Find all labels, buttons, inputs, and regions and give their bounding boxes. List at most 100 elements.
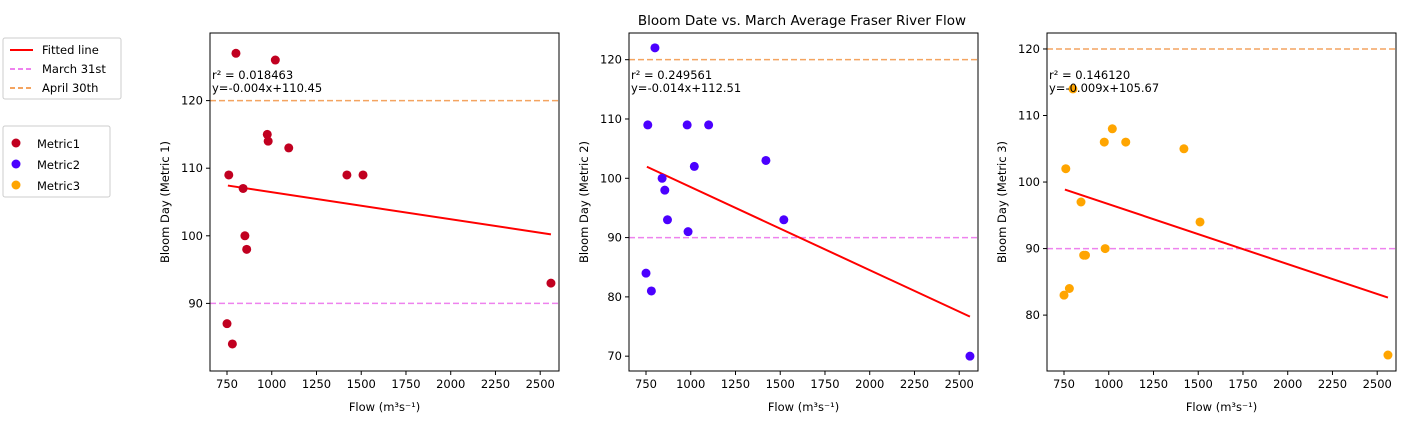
data-point xyxy=(761,155,771,165)
y-tick-label: 80 xyxy=(1025,308,1040,322)
data-point xyxy=(657,173,667,183)
x-tick-label: 750 xyxy=(635,377,657,391)
data-point xyxy=(224,170,234,180)
x-tick-label: 2000 xyxy=(1273,377,1302,391)
y-tick-label: 110 xyxy=(181,161,203,175)
legend-lines: Fitted line March 31st April 30th xyxy=(2,37,122,100)
data-point xyxy=(342,170,352,180)
subplot-1: 750 1000 1250 1500 1750 2000 2250 2500 90 100 110 1… xyxy=(158,32,560,414)
data-point xyxy=(683,227,693,237)
data-point xyxy=(641,268,651,278)
subplot-2: 750 1000 1250 1500 1750 2000 2250 2500 70 80 90 100… xyxy=(577,32,979,414)
data-point xyxy=(662,215,672,225)
data-point xyxy=(643,120,653,130)
y-tick-label: 110 xyxy=(600,112,622,126)
data-point xyxy=(779,215,789,225)
data-point xyxy=(222,319,232,329)
x-tick-label: 2000 xyxy=(855,377,884,391)
y-tick-label: 120 xyxy=(1018,42,1040,56)
data-point xyxy=(1080,250,1090,260)
y-tick-label: 80 xyxy=(607,290,622,304)
plot-frame xyxy=(628,32,979,372)
x-tick-label: 2000 xyxy=(436,377,465,391)
x-tick-label: 1000 xyxy=(1094,377,1123,391)
subplot-3: 750 1000 1250 1500 1750 2000 2250 2500 80 90 100 11… xyxy=(995,32,1397,414)
x-tick-label: 2250 xyxy=(1318,377,1347,391)
legend-line-label: Fitted line xyxy=(42,43,99,57)
regression-annotation: r² = 0.249561 xyxy=(631,68,712,82)
data-point xyxy=(965,351,975,361)
y-tick-label: 100 xyxy=(181,229,203,243)
y-axis-label: Bloom Day (Metric 1) xyxy=(158,141,172,263)
plot-frame xyxy=(1046,32,1397,372)
data-point xyxy=(650,43,660,53)
data-point xyxy=(682,120,692,130)
fitted-line xyxy=(1064,188,1389,299)
data-point xyxy=(1383,350,1393,360)
x-tick-label: 750 xyxy=(216,377,238,391)
legend-marker-label: Metric2 xyxy=(37,158,80,172)
legend-marker-label: Metric1 xyxy=(37,137,80,151)
x-axis-label: Flow (m³s⁻¹) xyxy=(1186,400,1257,414)
data-point xyxy=(263,136,273,146)
regression-annotation: y=-0.009x+105.67 xyxy=(1049,81,1159,95)
data-point xyxy=(1064,283,1074,293)
legend-line-label: April 30th xyxy=(42,81,98,95)
regression-annotation: y=-0.004x+110.45 xyxy=(212,81,322,95)
data-point xyxy=(1179,144,1189,154)
x-tick-label: 1500 xyxy=(347,377,376,391)
x-tick-label: 1000 xyxy=(257,377,286,391)
x-tick-label: 2250 xyxy=(481,377,510,391)
x-axis-label: Flow (m³s⁻¹) xyxy=(768,400,839,414)
data-point xyxy=(1107,124,1117,134)
x-tick-label: 1500 xyxy=(1184,377,1213,391)
y-tick-label: 120 xyxy=(181,94,203,108)
x-tick-label: 2500 xyxy=(526,377,555,391)
figure-title: Bloom Date vs. March Average Fraser Rive… xyxy=(638,13,966,29)
x-tick-label: 2250 xyxy=(900,377,929,391)
data-point xyxy=(284,143,294,153)
legend-marker-swatch xyxy=(11,138,21,148)
legend-marker-label: Metric3 xyxy=(37,179,80,193)
data-point xyxy=(546,278,556,288)
data-point xyxy=(231,48,241,58)
x-tick-label: 1500 xyxy=(766,377,795,391)
y-tick-label: 90 xyxy=(1025,242,1040,256)
x-tick-label: 1750 xyxy=(391,377,420,391)
y-tick-label: 90 xyxy=(607,231,622,245)
data-point xyxy=(227,339,237,349)
x-tick-label: 2500 xyxy=(945,377,974,391)
data-point xyxy=(242,244,252,254)
data-point xyxy=(1059,290,1069,300)
data-point xyxy=(1061,164,1071,174)
x-tick-label: 750 xyxy=(1053,377,1075,391)
y-tick-label: 100 xyxy=(1018,175,1040,189)
x-tick-label: 1250 xyxy=(721,377,750,391)
y-tick-label: 70 xyxy=(607,349,622,363)
legend-line-label: March 31st xyxy=(42,62,106,76)
data-point xyxy=(1195,217,1205,227)
data-point xyxy=(262,129,272,139)
data-point xyxy=(1121,137,1131,147)
y-tick-label: 110 xyxy=(1018,109,1040,123)
data-point xyxy=(1076,197,1086,207)
data-point xyxy=(660,185,670,195)
data-point xyxy=(238,183,248,193)
data-point xyxy=(646,286,656,296)
legend-markers: Metric1 Metric2 Metric3 xyxy=(2,125,111,198)
plot-frame xyxy=(209,32,560,372)
fitted-line xyxy=(646,165,971,318)
y-tick-label: 120 xyxy=(600,53,622,67)
plots: 750 1000 1250 1500 1750 2000 2250 2500 90 100 110 1… xyxy=(158,32,1397,414)
data-point xyxy=(240,231,250,241)
x-axis-label: Flow (m³s⁻¹) xyxy=(349,400,420,414)
data-point xyxy=(358,170,368,180)
data-point xyxy=(1099,137,1109,147)
data-point xyxy=(689,161,699,171)
y-tick-label: 100 xyxy=(600,171,622,185)
regression-annotation: y=-0.014x+112.51 xyxy=(631,81,741,95)
x-tick-label: 1750 xyxy=(810,377,839,391)
x-tick-label: 2500 xyxy=(1363,377,1392,391)
data-point xyxy=(704,120,714,130)
